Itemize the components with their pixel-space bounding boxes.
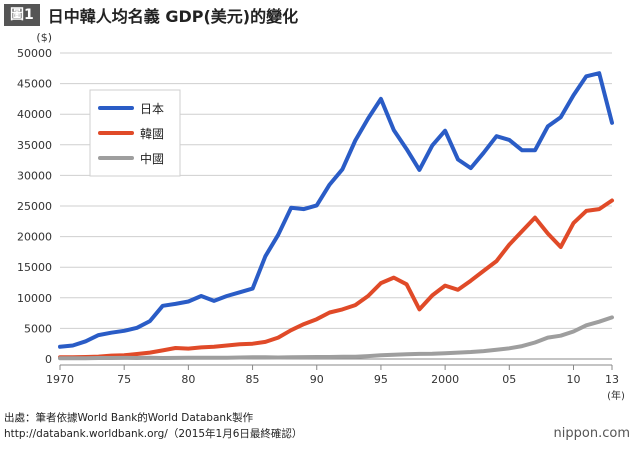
y-tick-label: 30000	[17, 169, 52, 182]
x-tick-label: 10	[566, 373, 580, 386]
chart-area: 0 5000 10000 15000 20000 25000 30000 35000 40000…	[0, 28, 640, 408]
x-tick-label: 85	[246, 373, 260, 386]
chart-header: 圖1 日中韓人均名義 GDP(美元)的變化	[4, 4, 298, 26]
x-tick-label: 13	[605, 373, 619, 386]
legend-label: 日本	[140, 102, 164, 116]
y-tick-label: 15000	[17, 261, 52, 274]
x-tick-label: 1970	[46, 373, 74, 386]
chart-title: 日中韓人均名義 GDP(美元)的變化	[47, 7, 299, 26]
x-tick-label: 90	[310, 373, 324, 386]
series-line-3	[58, 315, 614, 361]
series-line-2	[58, 198, 614, 360]
y-tick-label: 5000	[24, 322, 52, 335]
y-tick-label: 20000	[17, 231, 52, 244]
x-tick-label: 80	[181, 373, 195, 386]
x-tick-label: 75	[117, 373, 131, 386]
figure-badge: 圖1	[4, 4, 40, 26]
brand-text: nippon.com	[553, 426, 630, 441]
line-chart: 0 5000 10000 15000 20000 25000 30000 35000 40000…	[17, 31, 625, 402]
y-tick-label: 25000	[17, 200, 52, 213]
y-tick-label: 40000	[17, 108, 52, 121]
y-tick-label: 10000	[17, 292, 52, 305]
x-tick-label: 95	[374, 373, 388, 386]
y-tick-label: 45000	[17, 78, 52, 91]
y-tick-label: 0	[45, 353, 52, 366]
y-axis-label: ($)	[36, 31, 52, 44]
legend-label: 韓國	[140, 127, 164, 141]
brand-logo: nippon.com	[554, 426, 630, 441]
x-tick-label: 2000	[431, 373, 459, 386]
source-line-2: http://databank.worldbank.org/（2015年1月6日…	[4, 428, 303, 440]
y-tick-label: 50000	[17, 47, 52, 60]
legend-label: 中國	[140, 151, 164, 166]
x-tick-label: 05	[502, 373, 516, 386]
x-axis-label: (年)	[607, 389, 625, 402]
series-line-1	[58, 71, 614, 349]
source-line-1: 出處：筆者依據World Bank的World Databank製作	[4, 412, 254, 424]
source-note: 出處：筆者依據World Bank的World Databank製作 http:…	[4, 410, 302, 442]
y-tick-label: 35000	[17, 139, 52, 152]
